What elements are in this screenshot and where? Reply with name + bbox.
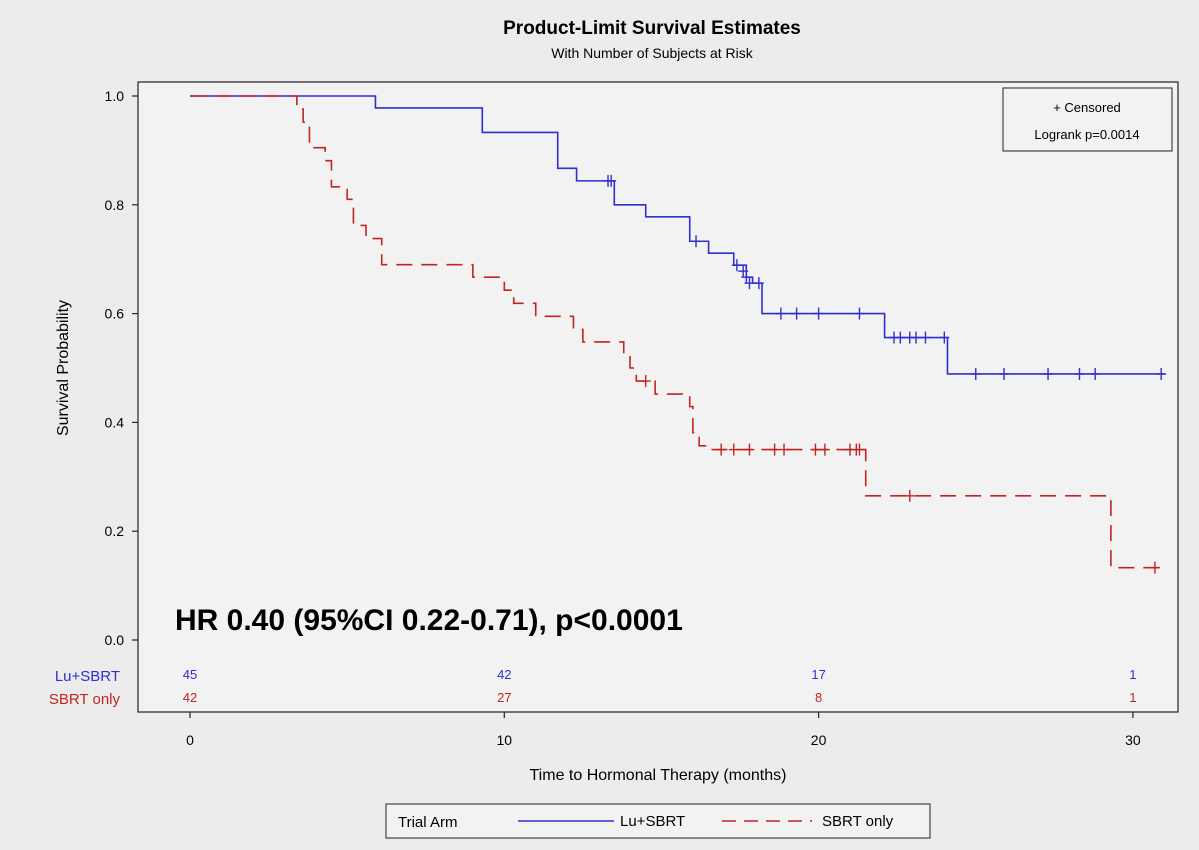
y-tick-label: 0.2 xyxy=(105,523,125,539)
hr-annotation: HR 0.40 (95%CI 0.22-0.71), p<0.0001 xyxy=(175,604,683,637)
y-tick-label: 0.6 xyxy=(105,306,125,322)
legend-box xyxy=(385,803,931,839)
x-tick-label: 10 xyxy=(497,732,513,748)
x-tick-label: 20 xyxy=(811,732,827,748)
x-tick-label: 30 xyxy=(1125,732,1141,748)
x-axis-label: Time to Hormonal Therapy (months) xyxy=(530,767,787,784)
legend-label-lu-sbrt: Lu+SBRT xyxy=(620,813,685,830)
risk-row-label-sbrt-only: SBRT only xyxy=(49,691,121,708)
logrank-text: Logrank p=0.0014 xyxy=(1034,127,1139,142)
y-tick-label: 0.0 xyxy=(105,632,125,648)
risk-count-sbrt-only: 8 xyxy=(815,690,822,705)
y-tick-label: 0.8 xyxy=(105,197,125,213)
risk-count-sbrt-only: 27 xyxy=(497,690,511,705)
risk-count-lu-sbrt: 1 xyxy=(1129,667,1136,682)
chart-subtitle: With Number of Subjects at Risk xyxy=(551,45,754,61)
plot-area xyxy=(137,81,1179,713)
x-axis: 0 10 20 30 xyxy=(186,712,1141,748)
risk-count-lu-sbrt: 42 xyxy=(497,667,511,682)
chart-title: Product-Limit Survival Estimates xyxy=(503,18,801,39)
risk-table: Lu+SBRT 45 42 17 1 SBRT only 42 27 8 1 xyxy=(49,667,1137,708)
risk-count-sbrt-only: 1 xyxy=(1129,690,1136,705)
series-line-sbrt-only xyxy=(190,95,1165,569)
y-tick-label: 1.0 xyxy=(105,88,125,104)
legend-label-sbrt-only: SBRT only xyxy=(822,813,894,830)
survival-curves xyxy=(190,95,1167,574)
y-axis-label: Survival Probability xyxy=(55,300,72,436)
y-axis: 0.0 0.2 0.4 0.6 0.8 1.0 xyxy=(105,88,138,648)
risk-count-sbrt-only: 42 xyxy=(183,690,197,705)
risk-count-lu-sbrt: 17 xyxy=(811,667,825,682)
x-tick-label: 0 xyxy=(186,732,194,748)
censor-legend-text: + Censored xyxy=(1053,100,1121,115)
legend-title: Trial Arm xyxy=(398,814,457,831)
y-tick-label: 0.4 xyxy=(105,414,125,430)
risk-count-lu-sbrt: 45 xyxy=(183,667,197,682)
censor-box xyxy=(1002,87,1173,152)
risk-row-label-lu-sbrt: Lu+SBRT xyxy=(55,668,120,685)
